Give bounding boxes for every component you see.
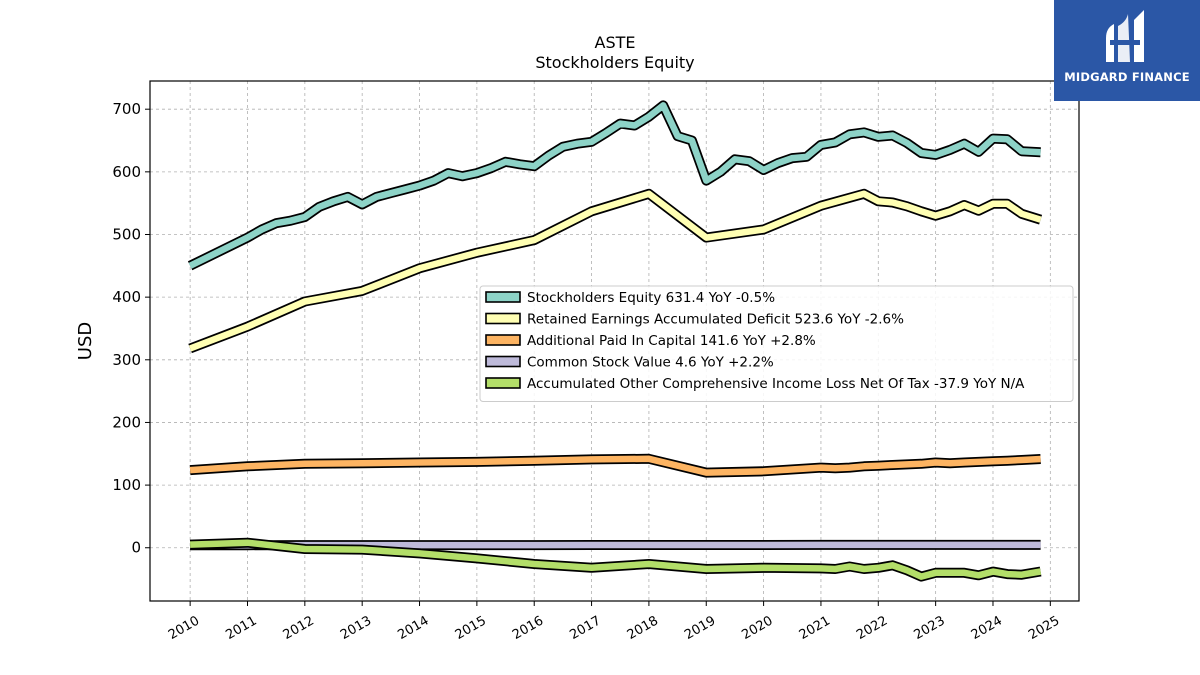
x-tick-label: 2015 (453, 613, 489, 643)
y-tick-label: 400 (112, 288, 141, 306)
series-line-0 (188, 102, 1041, 269)
brand-logo-icon (1106, 10, 1144, 62)
x-tick-label: 2017 (567, 613, 603, 643)
x-tick-label: 2021 (797, 613, 833, 643)
legend-entry-2: Additional Paid In Capital 141.6 YoY +2.… (527, 333, 816, 349)
x-tick-label: 2023 (911, 613, 947, 643)
x-tick-label: 2011 (223, 613, 259, 643)
x-tick-label: 2014 (395, 613, 431, 643)
legend-swatch-1 (485, 312, 521, 325)
legend-swatch-4 (485, 377, 521, 389)
y-axis-label: USD (75, 322, 96, 360)
series-line-4 (189, 539, 1042, 580)
legend-swatch-3 (485, 355, 521, 368)
series-layer (187, 100, 1043, 582)
chart-title: ASTE (595, 33, 636, 52)
legend-box (479, 285, 1074, 402)
series-line-1 (188, 190, 1042, 352)
legend-swatch-0 (485, 291, 521, 303)
x-tick-label: 2012 (281, 613, 317, 643)
y-tick-label: 600 (112, 163, 141, 181)
legend-swatch-2 (485, 334, 521, 346)
brand-name: MIDGARD FINANCE (1064, 70, 1190, 84)
x-tick-label: 2022 (854, 613, 890, 643)
x-tick-label: 2016 (510, 613, 546, 643)
y-tick-label: 200 (112, 413, 141, 431)
legend-entry-1: Retained Earnings Accumulated Deficit 52… (527, 312, 904, 328)
y-tick-label: 300 (112, 351, 141, 369)
x-tick-label: 2025 (1026, 613, 1062, 643)
x-tick-label: 2018 (625, 613, 661, 643)
plot-frame (149, 80, 1080, 602)
legend-entry-3: Common Stock Value 4.6 YoY +2.2% (527, 355, 774, 371)
x-tick-label: 2019 (682, 613, 718, 643)
x-tick-label: 2020 (739, 613, 775, 643)
legend-entry-0: Stockholders Equity 631.4 YoY -0.5% (527, 290, 775, 306)
x-tick-label: 2024 (969, 613, 1005, 643)
brand-logo: MIDGARD FINANCE (1054, 0, 1200, 101)
series-line-2 (189, 455, 1041, 476)
legend: Stockholders Equity 631.4 YoY -0.5% Retai… (479, 285, 1074, 402)
y-tick-label: 0 (131, 539, 141, 557)
y-tick-label: 700 (112, 100, 141, 118)
chart-subtitle: Stockholders Equity (535, 53, 694, 72)
x-tick-label: 2010 (166, 613, 202, 643)
x-tick-label: 2013 (338, 613, 374, 643)
y-tick-label: 500 (112, 225, 141, 243)
y-tick-label: 100 (112, 476, 141, 494)
legend-entry-4: Accumulated Other Comprehensive Income L… (527, 376, 1025, 392)
